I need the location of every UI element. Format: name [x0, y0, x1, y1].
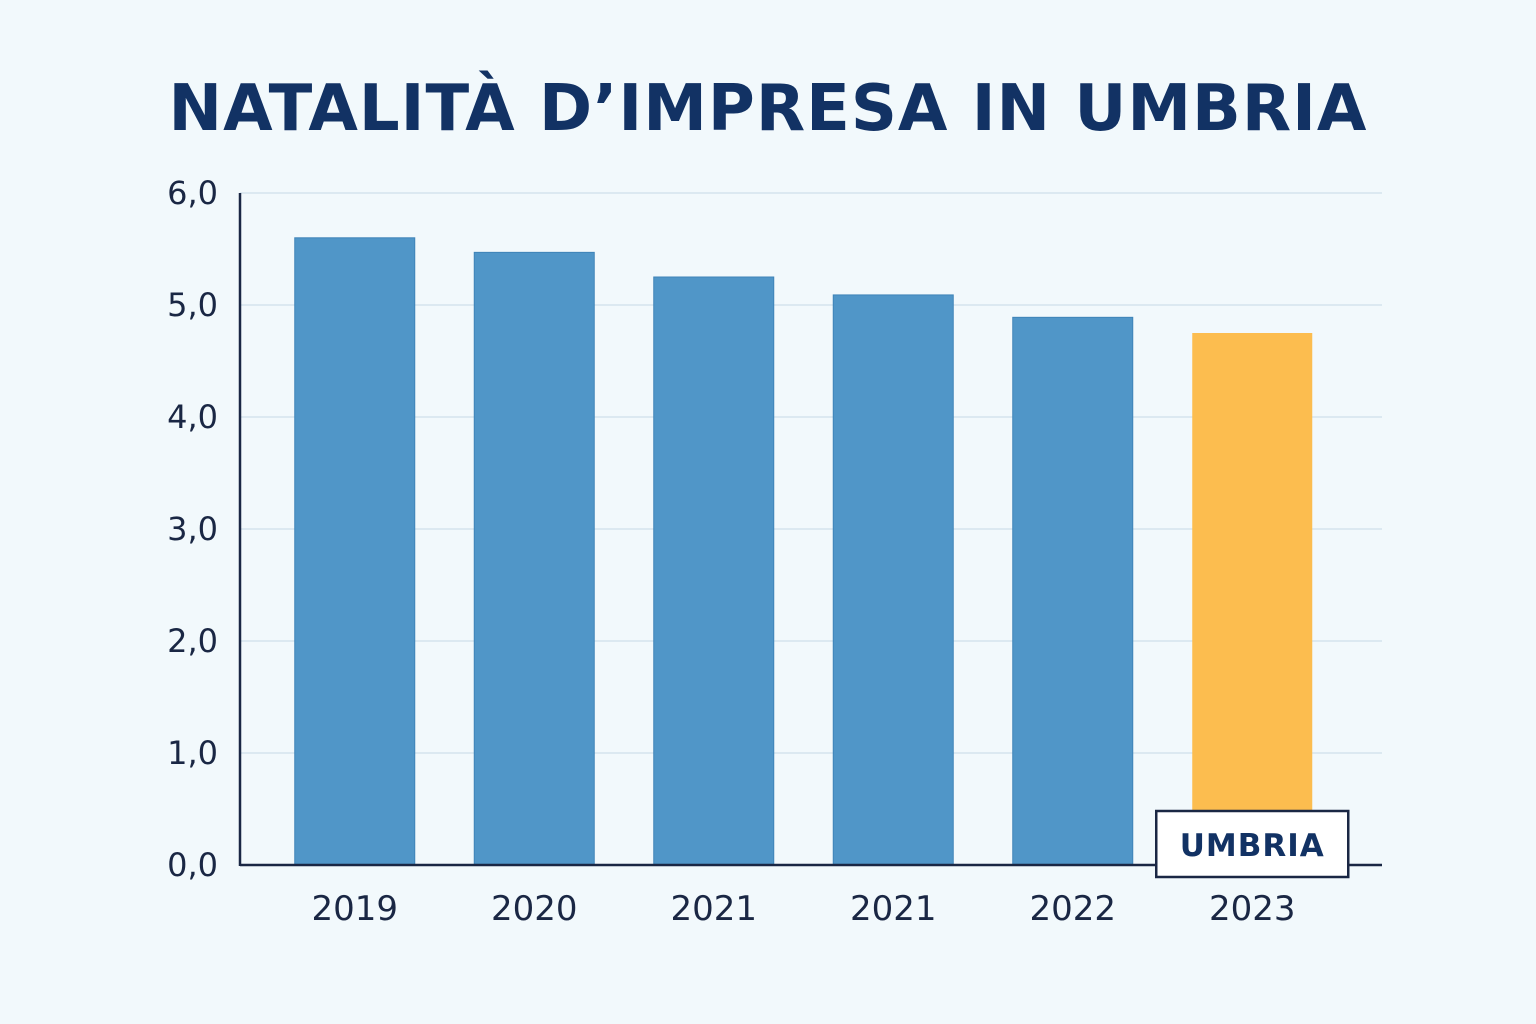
annotation-box — [1155, 809, 1350, 879]
y-tick-label: 1,0 — [167, 734, 218, 772]
y-tick-label: 0,0 — [167, 846, 218, 884]
x-tick-label: 2022 — [1029, 889, 1116, 929]
bar — [294, 237, 416, 866]
chart-title: NATALITÀ D’IMPRESA IN UMBRIA — [168, 72, 1368, 146]
y-tick-label: 5,0 — [167, 286, 218, 324]
x-tick-label: 2019 — [311, 889, 398, 929]
bar — [832, 294, 954, 866]
y-tick-label: 4,0 — [167, 398, 218, 436]
x-tick-label: 2023 — [1209, 889, 1296, 929]
bar — [653, 276, 775, 866]
annotation-label: UMBRIA — [1155, 809, 1350, 879]
bar — [1192, 333, 1313, 865]
x-tick-label: 2021 — [670, 889, 757, 929]
y-tick-label: 6,0 — [167, 174, 218, 212]
y-tick-label: 2,0 — [167, 622, 218, 660]
x-tick-label: 2021 — [850, 889, 937, 929]
bar — [1012, 316, 1134, 866]
bar — [473, 251, 595, 866]
annotation-text: UMBRIA — [1180, 828, 1325, 864]
y-tick-label: 3,0 — [167, 510, 218, 548]
x-tick-label: 2020 — [491, 889, 578, 929]
